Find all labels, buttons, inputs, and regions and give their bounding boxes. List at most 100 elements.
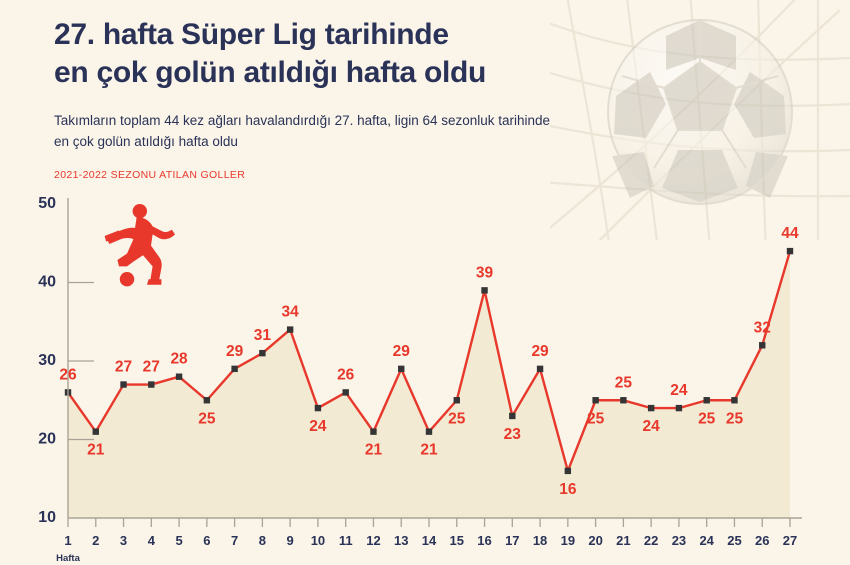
- chart-value-labels: 26 21 27 27 28 25 29 31 34 24 26 21 29 21 25 39 23 29 16 25…: [59, 225, 799, 498]
- data-value-label: 27: [115, 359, 132, 376]
- data-value-label: 25: [698, 410, 716, 427]
- header: 27. hafta Süper Lig tarihinde en çok gol…: [54, 16, 614, 181]
- x-tick-label: 22: [644, 533, 658, 548]
- data-value-label: 25: [615, 374, 633, 391]
- data-value-label: 25: [448, 410, 466, 427]
- subtitle: Takımların toplam 44 kez ağları havaland…: [54, 112, 551, 149]
- x-tick-label: 3: [120, 533, 127, 548]
- data-point-marker[interactable]: [453, 397, 460, 404]
- data-point-marker[interactable]: [425, 428, 433, 435]
- data-value-label: 39: [476, 264, 494, 281]
- data-point-marker[interactable]: [536, 365, 544, 373]
- x-tick-label: 25: [727, 533, 741, 548]
- chart-container: 26 21 27 27 28 25 29 31 34 24 26 21 29 21 25 39 23 29 16 25…: [0, 190, 850, 565]
- data-value-label: 21: [420, 442, 438, 459]
- data-point-marker[interactable]: [259, 349, 266, 357]
- data-point-marker[interactable]: [786, 247, 794, 255]
- x-tick-label: 16: [477, 533, 491, 548]
- data-point-marker[interactable]: [148, 381, 155, 388]
- x-tick-label: 7: [231, 533, 238, 548]
- chart-axes: [67, 198, 802, 527]
- data-value-label: 29: [531, 343, 549, 360]
- data-value-label: 25: [587, 410, 605, 427]
- data-point-marker[interactable]: [620, 397, 627, 404]
- x-tick-label: 15: [450, 533, 464, 548]
- x-tick-label: 2: [92, 533, 99, 548]
- title-line-1: 27. hafta Süper Lig tarihinde: [54, 18, 449, 51]
- x-tick-label: 11: [339, 533, 353, 548]
- data-point-marker[interactable]: [175, 373, 183, 380]
- data-point-marker[interactable]: [314, 404, 322, 412]
- y-tick-label: 10: [38, 509, 56, 526]
- data-value-label: 29: [226, 343, 244, 360]
- title-line-2: en çok golün atıldığı hafta oldu: [54, 56, 487, 90]
- x-tick-label: 10: [311, 533, 325, 548]
- data-point-marker[interactable]: [675, 404, 683, 412]
- data-point-marker[interactable]: [203, 397, 211, 404]
- data-value-label: 25: [198, 410, 216, 427]
- data-value-label: 21: [365, 442, 383, 459]
- y-tick-label: 20: [38, 431, 56, 448]
- x-tick-label: 19: [561, 533, 575, 548]
- data-value-label: 24: [670, 382, 688, 399]
- x-tick-label: 4: [148, 533, 156, 548]
- data-value-label: 26: [337, 366, 355, 383]
- series-caption: 2021-2022 SEZONU ATILAN GOLLER: [54, 168, 246, 181]
- y-tick-label: 50: [38, 195, 56, 212]
- data-point-marker[interactable]: [703, 397, 710, 404]
- data-point-marker[interactable]: [647, 404, 655, 412]
- x-tick-label: 14: [422, 533, 437, 548]
- data-point-marker[interactable]: [564, 467, 572, 475]
- data-value-label: 16: [559, 481, 577, 498]
- data-value-label: 24: [643, 418, 661, 435]
- data-value-label: 23: [504, 426, 522, 443]
- data-value-label: 31: [254, 327, 272, 344]
- data-value-label: 28: [170, 351, 188, 368]
- data-value-label: 32: [754, 319, 771, 336]
- x-tick-label: 12: [366, 533, 380, 548]
- x-tick-label: 8: [259, 533, 266, 548]
- data-point-marker[interactable]: [342, 389, 349, 396]
- x-tick-label: 17: [505, 533, 519, 548]
- x-tick-label: 6: [203, 533, 210, 548]
- chart-area-fill: [68, 251, 790, 518]
- data-point-marker[interactable]: [231, 365, 238, 373]
- x-tick-label: 27: [783, 533, 797, 548]
- data-point-marker[interactable]: [509, 412, 516, 420]
- data-point-marker[interactable]: [370, 428, 377, 435]
- x-tick-label: 21: [616, 533, 630, 548]
- series-area-fill: [68, 251, 790, 518]
- football-player-kick-icon: [104, 204, 175, 287]
- y-tick-label: 40: [38, 274, 56, 291]
- page-title: 27. hafta Süper Lig tarihinde en çok gol…: [54, 16, 614, 93]
- x-tick-label: 26: [755, 533, 769, 548]
- data-point-marker[interactable]: [759, 342, 766, 349]
- data-point-marker[interactable]: [286, 326, 294, 333]
- data-value-label: 34: [282, 304, 300, 321]
- data-value-label: 27: [143, 359, 160, 376]
- y-tick-label: 30: [38, 352, 56, 369]
- data-value-label: 29: [393, 343, 411, 360]
- x-tick-label: 5: [175, 533, 182, 548]
- x-tick-label: 18: [533, 533, 547, 548]
- x-axis-title: Hafta: [56, 553, 80, 564]
- data-point-marker[interactable]: [92, 428, 99, 435]
- data-point-marker[interactable]: [731, 397, 738, 404]
- data-point-marker[interactable]: [481, 287, 488, 294]
- data-value-label: 44: [781, 225, 799, 242]
- x-tick-label: 13: [394, 533, 408, 548]
- data-point-marker[interactable]: [592, 397, 599, 404]
- x-tick-label: 20: [588, 533, 602, 548]
- data-value-label: 21: [87, 442, 105, 459]
- data-point-marker[interactable]: [120, 381, 127, 388]
- x-tick-label: 23: [672, 533, 686, 548]
- data-point-marker[interactable]: [398, 365, 405, 373]
- x-tick-label: 9: [287, 533, 294, 548]
- x-tick-label: 24: [699, 533, 714, 548]
- data-value-label: 26: [59, 366, 77, 383]
- soccer-ball-icon: [607, 19, 793, 205]
- x-tick-label: 1: [64, 533, 71, 548]
